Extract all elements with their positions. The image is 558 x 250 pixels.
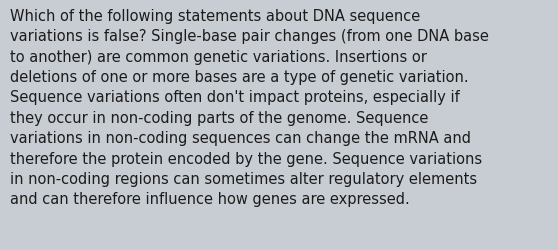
Text: Which of the following statements about DNA sequence
variations is false? Single: Which of the following statements about …: [10, 9, 489, 206]
